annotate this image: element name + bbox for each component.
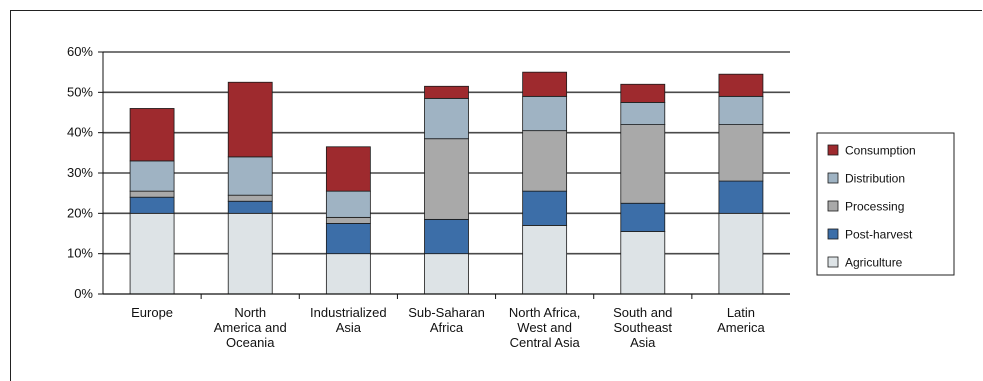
- bar-segment-agriculture: [129, 212, 175, 295]
- bar-segment-agriculture: [620, 231, 666, 295]
- bar-segment-agriculture: [522, 225, 568, 295]
- legend-swatch: [827, 172, 839, 184]
- legend-label: Distribution: [845, 172, 905, 186]
- bar-segment-distribution: [129, 160, 175, 192]
- y-tick-label: 20%: [67, 205, 93, 220]
- bar-segment-post-harvest: [718, 180, 764, 214]
- bar-segment-consumption: [522, 71, 568, 97]
- bar-segment-consumption: [424, 85, 469, 99]
- legend-label: Processing: [845, 200, 904, 214]
- x-category-label: Oceania: [226, 335, 275, 350]
- bar-segment-post-harvest: [620, 202, 666, 232]
- legend-label: Post-harvest: [845, 228, 913, 242]
- x-category-label: Southeast: [614, 320, 673, 335]
- legend-swatch: [827, 200, 839, 212]
- x-category-label: Africa: [430, 320, 464, 335]
- bar-segment-processing: [718, 124, 764, 182]
- bar-segment-processing: [424, 138, 469, 220]
- bar-segment-consumption: [227, 81, 273, 158]
- bar-segment-agriculture: [325, 253, 371, 295]
- x-category-label: West and: [517, 320, 572, 335]
- legend-swatch: [827, 144, 839, 156]
- bar-segment-processing: [620, 124, 666, 204]
- bar-segment-processing: [129, 190, 175, 198]
- bar-segment-agriculture: [227, 212, 273, 295]
- bar-segment-consumption: [620, 83, 666, 103]
- legend-box: [816, 132, 955, 276]
- bar-segment-distribution: [424, 97, 469, 140]
- y-tick-label: 40%: [67, 125, 93, 140]
- legend-label: Agriculture: [845, 256, 903, 270]
- x-category-label: Latin: [727, 305, 755, 320]
- y-tick-label: 30%: [67, 165, 93, 180]
- bar-segment-distribution: [620, 102, 666, 125]
- x-category-label: Europe: [131, 305, 173, 320]
- y-tick-label: 60%: [67, 44, 93, 59]
- x-category-label: North Africa,: [509, 305, 581, 320]
- legend-label: Consumption: [845, 144, 916, 158]
- bar-segment-processing: [522, 130, 568, 192]
- bar-segment-post-harvest: [325, 223, 371, 255]
- x-category-label: South and: [613, 305, 672, 320]
- y-tick-label: 0%: [74, 286, 93, 301]
- bar-segment-post-harvest: [129, 196, 175, 214]
- x-category-label: Asia: [630, 335, 656, 350]
- bar-segment-post-harvest: [424, 218, 469, 255]
- chart-frame: [10, 10, 982, 381]
- bar-segment-distribution: [718, 95, 764, 126]
- x-category-label: North: [234, 305, 266, 320]
- x-category-label: America: [717, 320, 765, 335]
- bar-segment-consumption: [325, 146, 371, 192]
- x-category-label: Sub-Saharan: [408, 305, 485, 320]
- y-tick-label: 10%: [67, 246, 93, 261]
- x-category-label: Industrialized: [310, 305, 387, 320]
- bar-segment-agriculture: [718, 212, 764, 295]
- bar-segment-consumption: [129, 108, 175, 162]
- bar-segment-processing: [227, 194, 273, 202]
- bar-segment-processing: [325, 216, 371, 224]
- bar-segment-distribution: [522, 95, 568, 132]
- bar-segment-consumption: [718, 73, 764, 97]
- bar-segment-agriculture: [424, 253, 469, 295]
- legend-swatch: [827, 228, 839, 240]
- x-category-label: Central Asia: [510, 335, 581, 350]
- legend-swatch: [827, 256, 839, 268]
- bar-segment-distribution: [325, 190, 371, 218]
- x-category-label: Asia: [336, 320, 362, 335]
- y-tick-label: 50%: [67, 84, 93, 99]
- bar-segment-post-harvest: [522, 190, 568, 226]
- bar-segment-post-harvest: [227, 200, 273, 214]
- x-category-label: America and: [214, 320, 287, 335]
- bar-segment-distribution: [227, 156, 273, 196]
